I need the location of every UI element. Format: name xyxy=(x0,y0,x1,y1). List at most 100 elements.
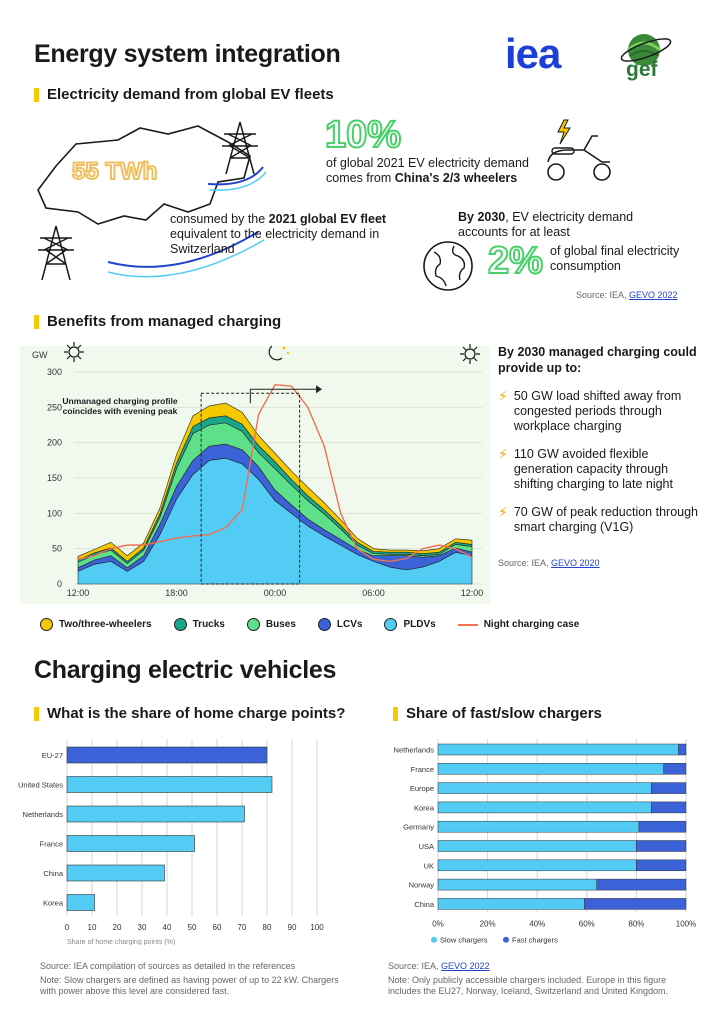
unmanaged-annotation: Unmanaged charging profile coincides wit… xyxy=(62,396,178,416)
area-chart-legend: Two/three-wheelers Trucks Buses LCVs PLD… xyxy=(40,618,579,631)
section-ev-demand-title: Electricity demand from global EV fleets xyxy=(34,86,334,103)
bar-netherlands xyxy=(66,805,245,823)
y-tick-label: 200 xyxy=(47,438,62,448)
sun-icon xyxy=(64,342,84,362)
bar-eu-27 xyxy=(66,746,268,764)
pct10-figure: 10% xyxy=(324,113,402,157)
bar-china xyxy=(66,864,165,882)
page-title: Energy system integration xyxy=(34,40,341,68)
x-tick-label: 20% xyxy=(480,920,496,929)
shift-arrow xyxy=(249,388,317,404)
fast-note: Note: Only publicly accessible chargers … xyxy=(388,975,668,996)
fast-bar-netherlands xyxy=(678,743,687,756)
x-axis-label: Share of home charging points (%) xyxy=(67,939,175,945)
x-tick-label: 00:00 xyxy=(264,588,287,598)
slow-bar-korea xyxy=(437,801,652,814)
category-label: United States xyxy=(18,781,63,790)
y-axis-label: GW xyxy=(32,350,48,360)
benefit-item: ⚡ 50 GW load shifted away from congested … xyxy=(498,388,682,434)
area-series-two-three-wheelers xyxy=(77,402,473,562)
x-tick-label: 80 xyxy=(263,923,272,932)
y-tick-label: 250 xyxy=(47,402,62,412)
gevo2020-link[interactable]: GEVO 2020 xyxy=(551,558,600,568)
gef-logo-text: gef xyxy=(626,58,658,81)
x-tick-label: 12:00 xyxy=(67,588,90,598)
fast-bar-france xyxy=(663,763,687,775)
slow-bar-china xyxy=(437,898,585,910)
x-tick-label: 40 xyxy=(163,923,172,932)
y-tick-label: 0 xyxy=(57,579,62,589)
legend-trucks: Trucks xyxy=(173,618,225,631)
section-ev-demand-title-text: Electricity demand from global EV fleets xyxy=(47,86,334,103)
switzerland-map-icon xyxy=(37,125,267,278)
pct2-figure: 2% xyxy=(487,239,544,283)
x-tick-label: 60 xyxy=(213,923,222,932)
home-charge-chart: 0 10 20 30 40 50 60 70 80 90 100 EU-27 United States… xyxy=(18,739,324,945)
lightning-icon: ⚡ xyxy=(498,388,508,404)
moon-icon xyxy=(268,345,290,361)
fast-bar-uk xyxy=(636,859,687,872)
slow-bar-germany xyxy=(437,820,640,833)
x-tick-label: 06:00 xyxy=(362,588,385,598)
fast-bar-usa xyxy=(636,840,687,852)
legend-dot xyxy=(431,936,437,943)
x-tick-label: 90 xyxy=(288,923,297,932)
home-charge-title-text: What is the share of home charge points? xyxy=(47,705,346,722)
x-tick-label: 100 xyxy=(310,923,324,932)
section-managed-charging-title: Benefits from managed charging xyxy=(34,313,281,330)
charging-ev-title: Charging electric vehicles xyxy=(34,656,337,684)
gevo2022-link[interactable]: GEVO 2022 xyxy=(629,290,678,300)
twh-figure: 55 TWh xyxy=(71,157,158,186)
slow-bar-uk xyxy=(437,859,637,872)
y-tick-label: 100 xyxy=(47,508,62,518)
fast-slow-title-text: Share of fast/slow chargers xyxy=(406,705,602,722)
y-tick-label: 150 xyxy=(47,473,62,483)
category-label: UK xyxy=(424,861,434,870)
twh-description: consumed by the 2021 global EV fleet equ… xyxy=(170,212,387,256)
category-label: Netherlands xyxy=(394,746,435,755)
x-tick-label: 100% xyxy=(676,920,696,929)
bar-france xyxy=(66,835,195,852)
fast-bar-europe xyxy=(651,782,687,794)
slow-bar-norway xyxy=(437,878,597,891)
legend-two-three-wheelers: Two/three-wheelers xyxy=(40,618,152,631)
home-note: Note: Slow chargers are defined as havin… xyxy=(40,975,339,996)
category-label: Germany xyxy=(403,823,434,832)
fast-bar-china xyxy=(584,898,687,910)
iea-logo: iea xyxy=(505,30,561,77)
home-charge-title: What is the share of home charge points? xyxy=(34,705,345,722)
category-label: Netherlands xyxy=(23,810,64,819)
slow-bar-europe xyxy=(437,782,652,794)
legend-label: Fast chargers xyxy=(512,936,558,945)
fast-source: Source: IEA, GEVO 2022 xyxy=(388,961,490,971)
globe-icon xyxy=(423,241,473,291)
category-label: China xyxy=(43,869,63,878)
legend-label: Slow chargers xyxy=(440,936,488,945)
legend-pldvs: PLDVs xyxy=(384,618,436,631)
fast-bar-germany xyxy=(638,820,687,833)
x-tick-label: 60% xyxy=(579,920,595,929)
fast-slow-title: Share of fast/slow chargers xyxy=(393,705,602,722)
y2030-description: By 2030, EV electricity demand accounts … xyxy=(458,210,634,239)
x-tick-label: 80% xyxy=(628,920,644,929)
legend-lcvs: LCVs xyxy=(317,618,362,631)
x-tick-label: 20 xyxy=(113,923,122,932)
category-label: Norway xyxy=(409,881,435,890)
x-tick-label: 40% xyxy=(529,920,545,929)
fast-slow-chart: 0% 20% 40% 60% 80% 100% Netherlands France Europ… xyxy=(394,739,696,945)
section2-source: Source: IEA, GEVO 2020 xyxy=(498,558,600,568)
x-tick-label: 50 xyxy=(188,923,197,932)
sun-icon-right xyxy=(460,344,480,364)
scooter-icon xyxy=(547,119,611,181)
benefit-item: ⚡ 110 GW avoided flexible generation capa… xyxy=(498,446,673,492)
gevo2022-link-2[interactable]: GEVO 2022 xyxy=(441,961,490,971)
slow-bar-usa xyxy=(437,840,637,852)
home-source: Source: IEA compilation of sources as de… xyxy=(40,961,296,971)
category-label: Korea xyxy=(414,803,435,812)
category-label: Europe xyxy=(410,784,434,793)
slow-bar-france xyxy=(437,763,664,775)
bar-united-states xyxy=(66,776,273,793)
power-pylon-icon xyxy=(222,121,258,175)
shift-arrow-head xyxy=(316,385,323,394)
bar-korea xyxy=(66,894,95,911)
